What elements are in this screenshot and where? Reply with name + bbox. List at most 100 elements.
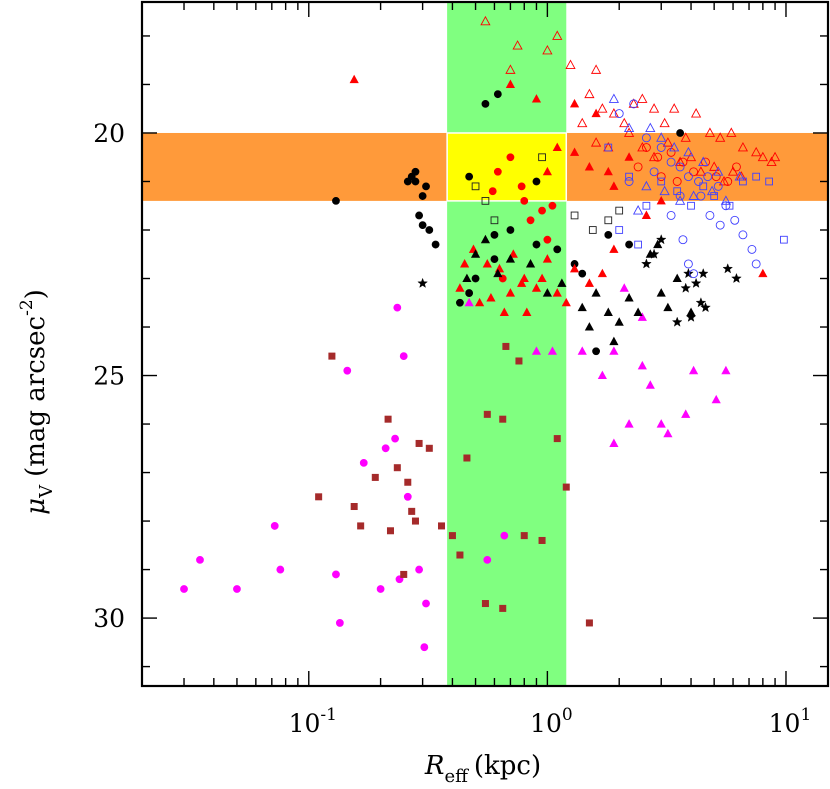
red-open-triangles-point-39 [590,137,602,147]
red-triangles-point-19 [569,263,580,273]
red-open-triangles-point-10 [608,108,620,118]
brown-squares-point-3 [357,522,365,530]
blue-open-circles-point-2 [641,133,651,143]
red-open-triangles-point-23 [751,146,762,157]
red-triangles-point-31 [603,166,613,176]
red-open-circles-group [633,143,741,186]
brown-squares-point-18 [481,600,489,608]
black-circles-point-27 [625,240,633,249]
black-circles-point-3 [411,177,420,186]
magenta-triangles-point-8 [656,419,666,428]
red-triangles-point-2 [460,259,470,268]
blue-open-triangles-point-6 [698,156,709,166]
red-open-triangles-point-31 [674,156,686,166]
red-open-triangles-point-0 [480,15,491,26]
red-triangles-point-14 [531,283,542,292]
black-stars-point-13 [731,272,742,284]
brown-squares-point-26 [553,435,561,443]
red-triangles-point-30 [542,166,552,176]
red-open-triangles-point-27 [623,127,635,137]
blue-open-triangles-point-7 [713,166,724,176]
brown-squares-point-6 [386,527,394,535]
blue-open-triangles-point-0 [608,93,620,103]
x-tick-label-2: 101 [769,705,812,738]
blue-open-squares-point-0 [604,143,613,152]
red-open-triangles-point-22 [737,141,749,152]
brown-squares-point-7 [393,464,401,472]
brown-squares-point-27 [562,483,570,491]
magenta-triangles-point-4 [597,370,607,380]
black-triangles-point-6 [542,288,552,297]
red-open-triangles-point-6 [577,117,588,128]
plot-frame [140,0,830,688]
y-tick-label-25: 25 [93,362,125,391]
x-axis-title: Reff (kpc) [424,751,541,787]
blue-open-circles-point-13 [747,244,757,254]
blue-open-circles-point-23 [649,167,659,177]
black-circles-point-4 [411,167,420,176]
magenta-triangles-point-6 [637,360,647,370]
red-triangles-point-0 [349,74,359,84]
black-circles-point-25 [592,347,600,356]
blue-open-circles-point-22 [675,191,685,201]
y-tick-label-20: 20 [93,119,125,148]
black-open-squares-point-6 [604,216,613,225]
red-circles-point-0 [488,187,497,196]
brown-squares-point-13 [425,444,433,452]
red-open-circles-point-3 [678,157,688,167]
black-triangles-point-13 [614,317,624,326]
black-open-squares-point-3 [490,216,499,225]
red-triangles-point-21 [597,268,607,278]
red-open-triangles-point-15 [659,117,670,128]
blue-open-squares-point-1 [625,172,633,181]
svg-text:100: 100 [530,705,573,738]
red-triangles-point-12 [519,273,529,283]
red-open-circles-point-0 [641,143,651,152]
brown-squares-point-9 [404,478,412,486]
brown-squares-point-12 [415,439,423,447]
magenta-triangles-point-2 [547,346,558,355]
magenta-triangles-point-12 [721,365,731,375]
red-triangles-point-27 [591,108,601,118]
red-circles-point-6 [538,206,546,215]
red-open-circles-point-6 [711,172,721,182]
blue-open-squares-point-6 [699,182,708,191]
red-triangles-point-11 [517,278,527,287]
brown-squares-point-19 [483,410,491,418]
magenta-circles-point-16 [415,565,424,574]
red-triangles-point-20 [584,278,594,287]
black-triangles-point-10 [591,288,601,297]
red-open-circles-point-7 [723,177,733,186]
red-triangles-point-25 [584,162,594,171]
black-circles-point-5 [415,211,424,220]
blue-open-triangles-point-15 [632,205,644,215]
brown-squares-point-8 [400,570,408,578]
brown-squares-point-23 [515,357,523,365]
blue-open-circles-point-15 [696,191,706,201]
black-stars-point-0 [417,277,428,288]
red-circles-point-5 [526,216,535,225]
red-triangles-point-35 [656,195,666,205]
blue-open-circles-point-3 [656,143,666,152]
blue-open-circles-point-4 [666,157,676,167]
blue-open-circles-point-1 [629,99,639,109]
magenta-circles-point-5 [332,570,340,579]
black-open-squares-point-2 [481,197,490,205]
red-open-triangles-point-17 [680,132,691,142]
black-triangles-point-11 [603,307,613,316]
magenta-circles-point-1 [196,555,204,564]
black-circles-point-26 [604,230,613,239]
red-open-triangles-point-34 [709,161,720,171]
red-open-triangles-point-35 [718,175,730,186]
red-open-circles-point-5 [701,157,710,167]
brown-squares-point-17 [463,454,471,462]
bands-layer [142,2,828,686]
magenta-circles-point-12 [393,303,402,312]
blue-open-squares-point-13 [615,226,624,234]
magenta-circles-point-8 [359,458,368,467]
black-circles-point-28 [676,129,685,137]
brown-squares-point-11 [411,517,419,525]
black-triangles-point-1 [470,249,481,258]
red-open-circles-point-1 [653,152,663,162]
